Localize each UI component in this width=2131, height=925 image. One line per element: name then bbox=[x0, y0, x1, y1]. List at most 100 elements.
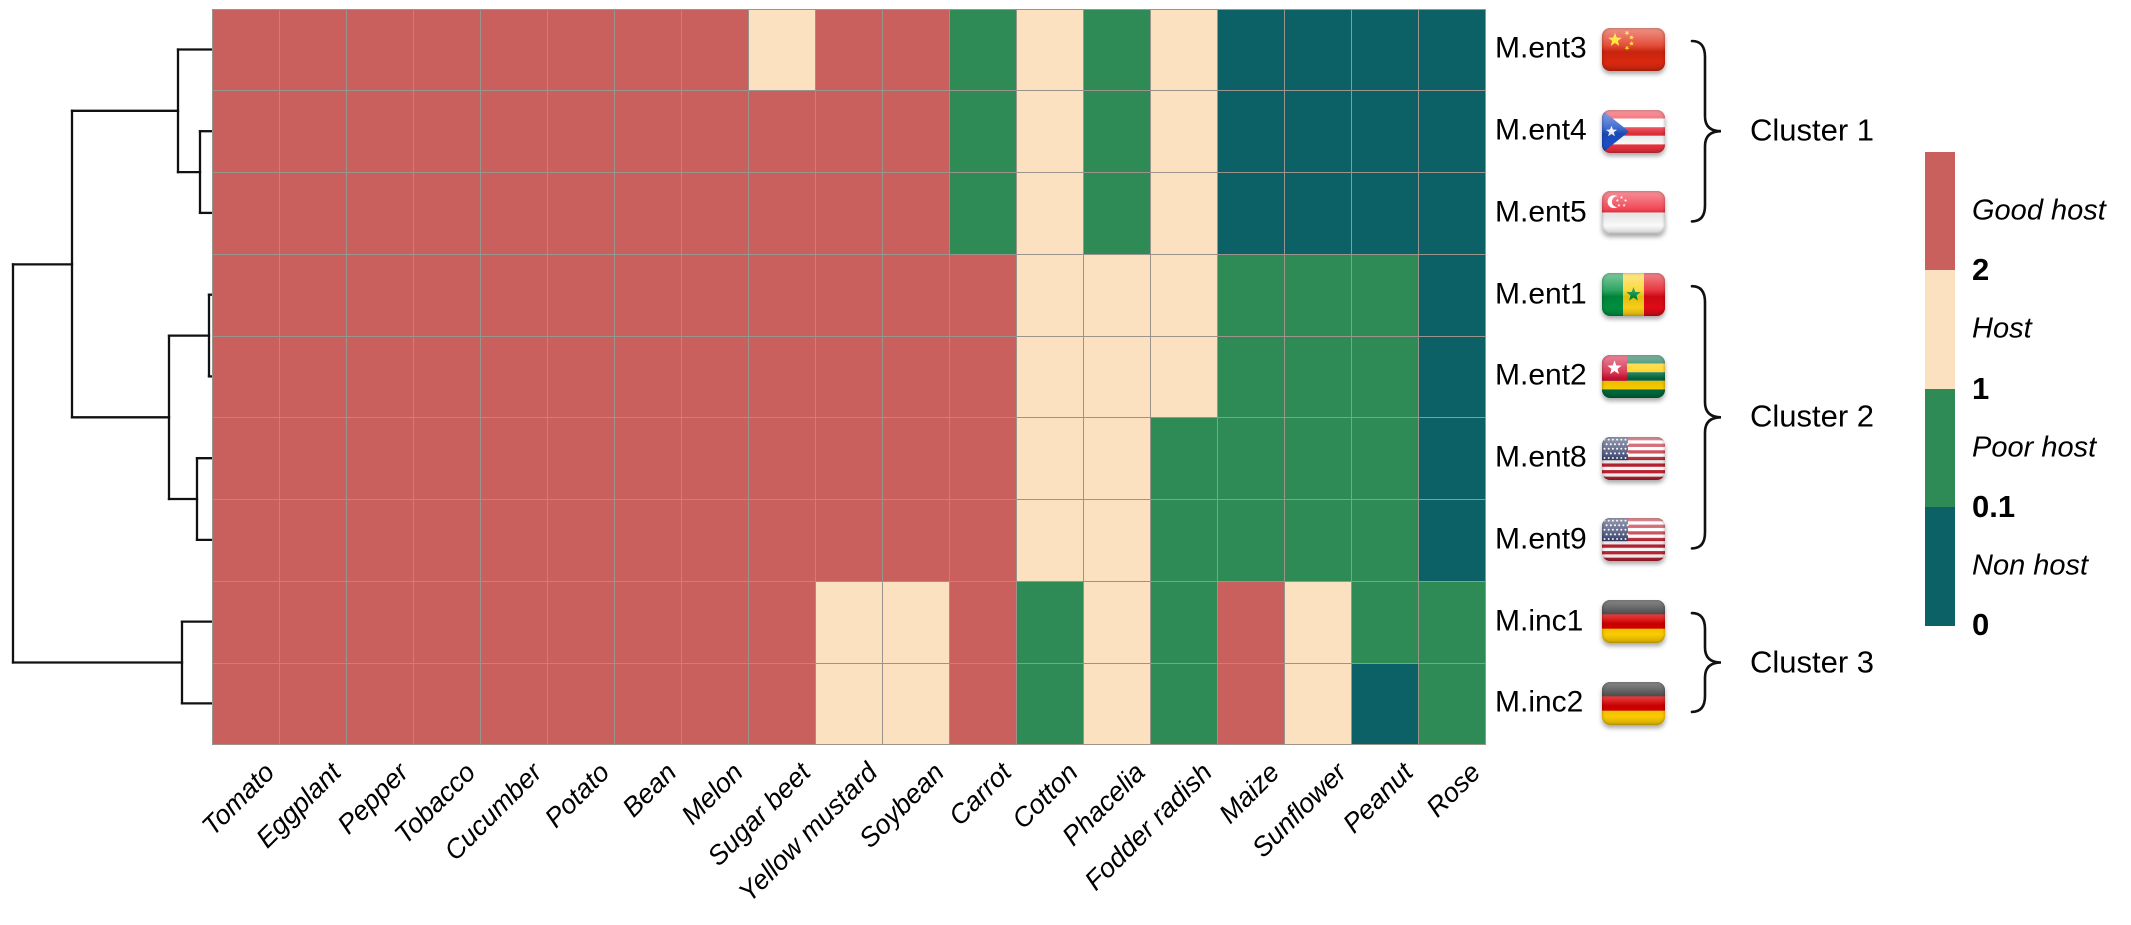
heatmap-cell bbox=[212, 91, 280, 174]
heatmap-cell bbox=[547, 336, 615, 419]
heatmap-cell bbox=[681, 9, 749, 92]
heatmap-cell bbox=[1016, 418, 1084, 501]
heatmap-cell bbox=[547, 254, 615, 337]
heatmap-cell bbox=[748, 254, 816, 337]
flag-gloss bbox=[1602, 354, 1665, 398]
x-axis-tick-label: Peanut bbox=[1337, 757, 1420, 839]
heatmap-cell bbox=[346, 418, 414, 501]
heatmap-cell bbox=[1083, 173, 1151, 255]
heatmap-cell bbox=[882, 91, 950, 174]
heatmap-cell bbox=[279, 173, 347, 255]
heatmap-cell bbox=[212, 336, 280, 419]
legend-color-segment bbox=[1925, 506, 1955, 626]
flag-gloss bbox=[1602, 109, 1665, 153]
heatmap-cell bbox=[212, 663, 280, 746]
heatmap-cell bbox=[480, 663, 548, 746]
heatmap-cell bbox=[681, 500, 749, 582]
heatmap-cell bbox=[1083, 500, 1151, 582]
row-label: M.inc1 bbox=[1495, 604, 1584, 638]
flag-usa-icon bbox=[1602, 518, 1665, 562]
heatmap-cell bbox=[1284, 91, 1352, 174]
heatmap-cell bbox=[346, 254, 414, 337]
heatmap-cell bbox=[748, 663, 816, 746]
heatmap-cell bbox=[1351, 91, 1419, 174]
heatmap-cell bbox=[815, 336, 883, 419]
heatmap-cell bbox=[480, 254, 548, 337]
heatmap-cell bbox=[815, 173, 883, 255]
row-label: M.ent5 bbox=[1495, 195, 1587, 229]
flag-germany-icon bbox=[1602, 600, 1665, 644]
heatmap-cell bbox=[1284, 581, 1352, 664]
cluster-braces bbox=[1690, 39, 1722, 714]
heatmap-cell bbox=[1351, 9, 1419, 92]
heatmap-cell bbox=[1284, 418, 1352, 501]
heatmap-cell bbox=[413, 336, 481, 419]
heatmap-cell bbox=[882, 500, 950, 582]
heatmap-cell bbox=[1150, 500, 1218, 582]
heatmap-cell bbox=[815, 254, 883, 337]
heatmap-cell bbox=[882, 663, 950, 746]
heatmap-cell bbox=[815, 418, 883, 501]
heatmap-cell bbox=[681, 663, 749, 746]
heatmap-cell bbox=[815, 581, 883, 664]
flag-usa-icon bbox=[1602, 436, 1665, 480]
heatmap-cell bbox=[1418, 336, 1486, 419]
heatmap-cell bbox=[748, 91, 816, 174]
heatmap-cell bbox=[413, 91, 481, 174]
row-label: M.inc2 bbox=[1495, 685, 1584, 719]
heatmap-cell bbox=[882, 173, 950, 255]
heatmap-cell bbox=[1351, 418, 1419, 501]
heatmap-cell bbox=[413, 663, 481, 746]
heatmap-cell bbox=[614, 336, 682, 419]
heatmap-cell bbox=[1150, 663, 1218, 746]
heatmap-cell bbox=[1418, 9, 1486, 92]
heatmap-cell bbox=[1016, 173, 1084, 255]
heatmap-cell bbox=[1150, 418, 1218, 501]
flag-gloss bbox=[1602, 191, 1665, 235]
heatmap-cell bbox=[1284, 254, 1352, 337]
heatmap-cell bbox=[614, 254, 682, 337]
heatmap-cell bbox=[882, 418, 950, 501]
heatmap-cell bbox=[1284, 173, 1352, 255]
flag-senegal-icon bbox=[1602, 273, 1665, 317]
heatmap-cell bbox=[1351, 500, 1419, 582]
cluster-label: Cluster 2 bbox=[1750, 398, 1875, 434]
heatmap-cell bbox=[346, 500, 414, 582]
heatmap-cell bbox=[748, 500, 816, 582]
heatmap-cell bbox=[480, 500, 548, 582]
flag-gloss bbox=[1602, 27, 1665, 71]
row-label: M.ent1 bbox=[1495, 277, 1587, 311]
flag-gloss bbox=[1602, 600, 1665, 644]
heatmap-cell bbox=[1418, 581, 1486, 664]
heatmap-cell bbox=[748, 9, 816, 92]
heatmap-cell bbox=[413, 418, 481, 501]
heatmap-cell bbox=[681, 91, 749, 174]
heatmap-cell bbox=[1083, 254, 1151, 337]
heatmap-cell bbox=[1418, 173, 1486, 255]
cluster-label: Cluster 1 bbox=[1750, 112, 1875, 148]
heatmap-cell bbox=[949, 581, 1017, 664]
heatmap-cell bbox=[1016, 500, 1084, 582]
row-label: M.ent3 bbox=[1495, 31, 1587, 65]
heatmap-cell bbox=[614, 91, 682, 174]
heatmap-cell bbox=[1150, 581, 1218, 664]
x-axis-tick-label: Carrot bbox=[942, 757, 1018, 832]
heatmap-cell bbox=[1083, 91, 1151, 174]
heatmap-cell bbox=[1284, 500, 1352, 582]
heatmap-cell bbox=[547, 173, 615, 255]
heatmap-cell bbox=[1418, 254, 1486, 337]
heatmap-cell bbox=[1284, 663, 1352, 746]
heatmap-cell bbox=[279, 418, 347, 501]
heatmap-cell bbox=[1217, 254, 1285, 337]
heatmap-cell bbox=[815, 663, 883, 746]
x-axis-tick-label: Bean bbox=[616, 757, 683, 823]
heatmap-cell bbox=[547, 9, 615, 92]
heatmap-cell bbox=[949, 173, 1017, 255]
flag-gloss bbox=[1602, 681, 1665, 725]
heatmap-cell bbox=[614, 500, 682, 582]
heatmap-cell bbox=[547, 663, 615, 746]
heatmap-cell bbox=[1217, 418, 1285, 501]
heatmap-cell bbox=[1016, 254, 1084, 337]
heatmap-grid bbox=[211, 8, 1486, 746]
